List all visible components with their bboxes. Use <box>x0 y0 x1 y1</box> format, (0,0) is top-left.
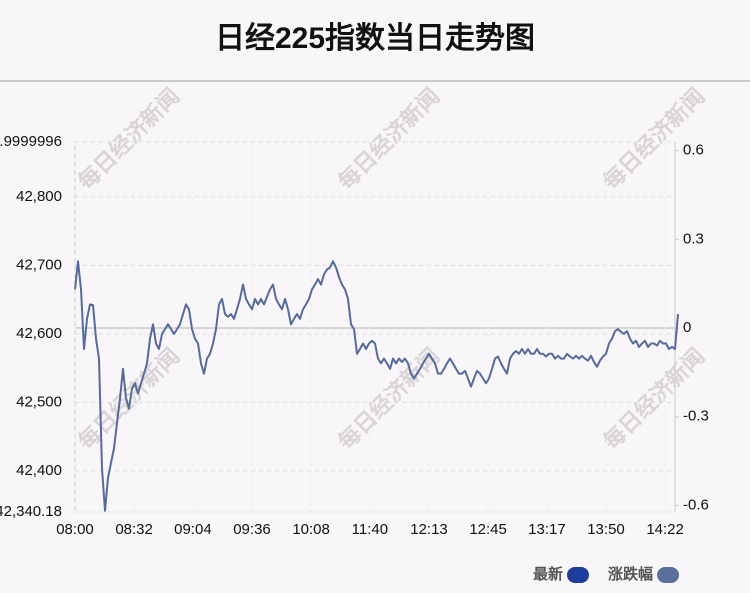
chart-title: 日经225指数当日走势图 <box>215 21 535 55</box>
x-tick-label: 13:50 <box>587 521 625 538</box>
x-tick-label: 08:32 <box>115 521 153 538</box>
y-tick-label: 42,340.18 <box>0 503 62 520</box>
x-tick-label: 13:17 <box>528 521 566 538</box>
y-tick-label: 42,500 <box>16 393 62 410</box>
y2-tick-label: -0.3 <box>683 408 709 425</box>
x-tick-label: 08:00 <box>56 521 94 538</box>
x-tick-label: 09:04 <box>174 521 212 538</box>
y2-tick-label: 0.3 <box>683 230 704 247</box>
x-tick-label: 10:08 <box>292 521 330 538</box>
y-tick-label: 42,600 <box>16 325 62 342</box>
y-tick-label: 42,879.9999996 <box>0 133 62 150</box>
legend-swatch <box>567 567 590 583</box>
legend-label: 最新 <box>533 565 563 583</box>
plot <box>74 260 679 512</box>
price-line <box>74 260 679 512</box>
y2-tick-label: 0 <box>683 319 691 336</box>
y-tick-label: 42,800 <box>16 188 62 205</box>
y-tick-label: 42,400 <box>16 462 62 479</box>
legend-swatch <box>657 567 680 583</box>
x-tick-label: 09:36 <box>233 521 271 538</box>
grid: 42,340.18 42,400 42,500 42,600 42,700 42,800 4… <box>0 133 709 538</box>
y2-tick-label: 0.6 <box>683 142 704 159</box>
x-tick-label: 12:45 <box>469 521 507 538</box>
x-tick-label: 11:40 <box>352 521 388 538</box>
y2-tick-label: -0.6 <box>683 496 709 513</box>
x-tick-label: 14:22 <box>646 521 684 538</box>
x-tick-label: 12:13 <box>410 521 448 538</box>
legend-label: 涨跌幅 <box>608 565 653 583</box>
y-tick-label: 42,700 <box>16 256 62 273</box>
